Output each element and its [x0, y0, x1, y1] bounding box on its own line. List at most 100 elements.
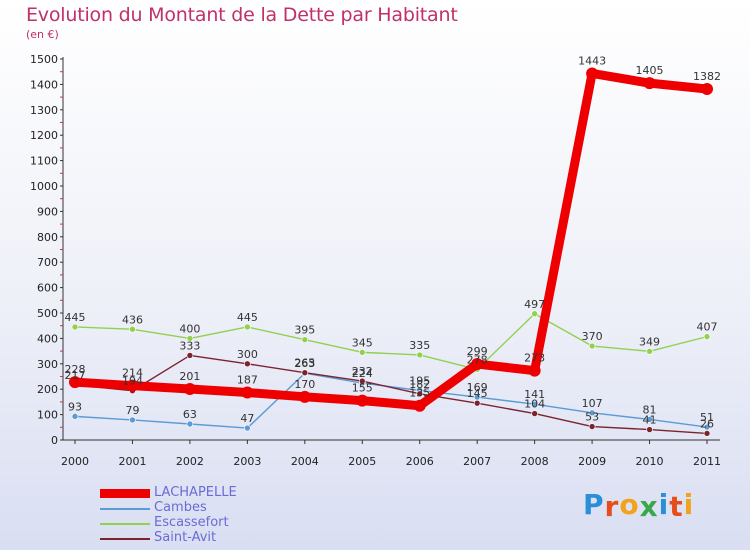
y-tick-label: 1000 — [30, 180, 58, 193]
y-tick-label: 900 — [37, 205, 58, 218]
y-tick-label: 1300 — [30, 104, 58, 117]
legend-swatch — [100, 538, 150, 540]
x-tick-label: 2001 — [118, 455, 146, 468]
data-label: 299 — [467, 345, 488, 358]
data-point — [241, 386, 254, 399]
x-tick-label: 2008 — [521, 455, 549, 468]
data-label: 1382 — [693, 70, 721, 83]
data-label: 63 — [183, 408, 197, 421]
legend-label: LACHAPELLE — [154, 485, 237, 500]
data-label: 201 — [179, 370, 200, 383]
data-label: 445 — [237, 311, 258, 324]
data-label: 169 — [467, 381, 488, 394]
data-point — [129, 325, 136, 333]
x-tick-label: 2003 — [233, 455, 261, 468]
series-line-saint-avit — [74, 354, 708, 435]
legend-label: Escassefort — [154, 515, 229, 530]
data-label: 265 — [294, 357, 315, 370]
legend-swatch — [100, 489, 150, 498]
data-point — [244, 360, 251, 368]
y-tick-label: 100 — [37, 409, 58, 422]
x-tick-label: 2002 — [176, 455, 204, 468]
data-label: 400 — [179, 322, 200, 335]
chart-title: Evolution du Montant de la Dette par Hab… — [26, 4, 458, 26]
data-label: 1405 — [636, 64, 664, 77]
data-label: 445 — [65, 311, 86, 324]
y-tick-label: 0 — [51, 434, 58, 447]
data-label: 26 — [700, 417, 714, 430]
data-label: 370 — [582, 330, 603, 343]
x-tick-label: 2010 — [636, 455, 664, 468]
legend-swatch — [100, 523, 150, 525]
data-point — [531, 400, 538, 408]
data-label: 232 — [352, 365, 373, 378]
data-label: 47 — [240, 412, 254, 425]
data-point — [643, 77, 656, 90]
data-label: 51 — [700, 411, 714, 424]
data-point — [244, 424, 251, 432]
data-point — [301, 369, 309, 376]
data-point — [298, 390, 311, 403]
data-point — [703, 333, 711, 340]
data-label: 195 — [409, 374, 430, 387]
data-label: 224 — [352, 367, 373, 380]
data-label: 79 — [125, 404, 139, 417]
data-point — [301, 336, 309, 343]
legend-label: Cambes — [154, 500, 207, 515]
series-line-lachapelle — [70, 68, 712, 411]
data-label: 436 — [122, 313, 143, 326]
y-tick-label: 200 — [37, 383, 58, 396]
data-label: 1443 — [578, 54, 606, 67]
data-label: 53 — [585, 411, 599, 424]
data-label: 217 — [65, 369, 86, 382]
data-point — [703, 430, 711, 437]
data-point — [473, 399, 481, 407]
logo-letter: i — [683, 488, 695, 521]
data-label: 135 — [409, 387, 430, 400]
data-point — [358, 377, 366, 385]
data-point — [416, 390, 424, 398]
data-point — [471, 358, 484, 371]
y-tick-label: 400 — [37, 332, 58, 345]
data-point — [71, 413, 79, 420]
data-label: 141 — [524, 388, 545, 401]
y-tick-label: 800 — [37, 231, 58, 244]
data-point — [71, 323, 79, 331]
logo-letter: t — [669, 490, 684, 523]
data-label: 228 — [65, 363, 86, 376]
data-label: 497 — [524, 298, 545, 311]
data-point — [531, 310, 538, 318]
data-label: 300 — [237, 348, 258, 361]
data-point — [646, 416, 653, 423]
y-tick-label: 1100 — [30, 155, 58, 168]
data-point — [416, 351, 424, 359]
chart-subtitle: (en €) — [26, 28, 59, 41]
y-tick-label: 500 — [37, 307, 58, 320]
data-point — [186, 335, 194, 342]
data-point — [183, 382, 196, 395]
data-label: 145 — [467, 387, 488, 400]
data-point — [126, 379, 139, 392]
data-point — [588, 342, 596, 350]
data-label: 93 — [68, 400, 82, 413]
y-tick-label: 600 — [37, 282, 58, 295]
data-point — [244, 323, 251, 331]
data-point — [646, 426, 653, 433]
data-label: 182 — [409, 378, 430, 391]
data-label: 81 — [643, 403, 657, 416]
data-point — [701, 82, 713, 95]
series-line-escassefort — [74, 313, 708, 371]
data-point — [586, 67, 599, 80]
data-point — [186, 352, 194, 359]
y-tick-label: 1500 — [30, 53, 58, 66]
data-label: 194 — [122, 375, 143, 388]
data-label: 395 — [294, 324, 315, 337]
data-label: 104 — [524, 398, 545, 411]
x-tick-label: 2004 — [291, 455, 319, 468]
logo-letter: o — [619, 488, 640, 521]
data-point — [413, 399, 426, 412]
data-point — [588, 409, 596, 417]
x-tick-label: 2006 — [406, 455, 434, 468]
y-tick-label: 1200 — [30, 129, 58, 142]
